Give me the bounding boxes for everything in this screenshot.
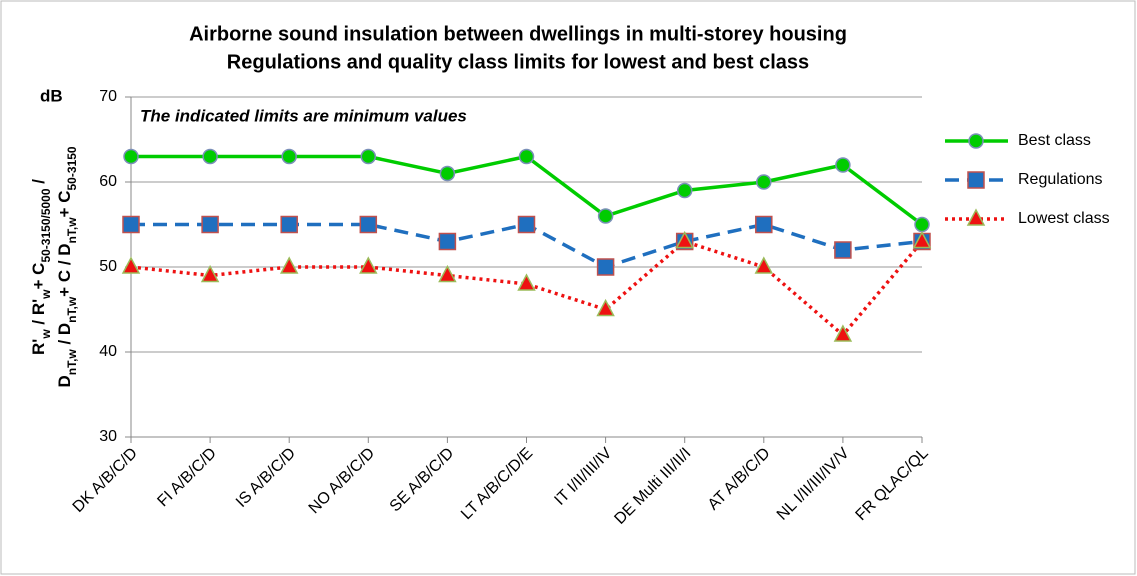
y-axis-label-sub: nT,w <box>65 296 79 323</box>
point <box>438 264 457 283</box>
y-tick-label: 40 <box>99 343 117 360</box>
y-axis-label-sub: 50-3150/5000 <box>39 188 53 262</box>
point <box>835 157 851 173</box>
point <box>968 133 984 149</box>
y-axis-label: R'w / R'w+ C50-3150/5000 / <box>29 179 53 355</box>
y-axis-label-sub: w <box>39 289 53 300</box>
y-axis-label: DnT,w / DnT,w+ C / DnT,w+ C50-3150 <box>55 146 79 387</box>
point <box>676 182 693 199</box>
point <box>359 256 378 274</box>
point <box>596 298 615 317</box>
point <box>755 215 773 234</box>
point <box>439 165 456 182</box>
point <box>675 230 694 249</box>
series-line <box>130 239 924 338</box>
point <box>967 171 985 189</box>
y-axis-label-sub: nT,w <box>65 349 79 376</box>
legend-label: Regulations <box>1018 171 1103 188</box>
point <box>200 264 220 283</box>
y-axis-label-part: / R' <box>29 299 48 330</box>
point <box>359 215 378 234</box>
annotation: The indicated limits are minimum values <box>140 106 467 125</box>
point <box>833 324 853 342</box>
point <box>597 208 614 224</box>
y-axis-label-part: + C <box>55 191 74 218</box>
point <box>201 215 219 234</box>
point <box>281 148 297 165</box>
y-axis-label-sub: nT,w <box>65 217 79 244</box>
point <box>596 258 615 276</box>
point <box>360 148 377 165</box>
y-axis-label-part: + C / D <box>55 243 74 296</box>
point <box>123 148 139 165</box>
point <box>122 215 140 234</box>
point <box>834 241 852 259</box>
y-tick-label: 60 <box>99 173 117 190</box>
point <box>279 256 299 274</box>
chart-title: Airborne sound insulation between dwelli… <box>189 23 847 45</box>
point <box>438 232 457 251</box>
y-axis-label-part: R' <box>29 339 48 355</box>
point <box>280 215 298 234</box>
y-unit: dB <box>40 86 63 105</box>
point <box>754 256 774 274</box>
y-tick-label: 30 <box>99 428 117 445</box>
point <box>912 230 932 249</box>
point <box>518 148 535 165</box>
legend-label: Best class <box>1018 132 1091 149</box>
y-axis-label-part: / D <box>55 323 74 349</box>
y-tick-label: 70 <box>99 88 117 105</box>
point <box>756 174 772 190</box>
point <box>517 273 536 291</box>
y-axis-label-sub: w <box>39 329 53 340</box>
legend-label: Lowest class <box>1018 210 1110 227</box>
y-axis-label-part: / <box>29 179 48 189</box>
y-axis-label-sub: 50-3150 <box>65 146 79 190</box>
point <box>202 148 218 165</box>
point <box>517 215 536 234</box>
y-tick-label: 50 <box>99 258 117 275</box>
y-axis-label-part: + C <box>29 263 48 290</box>
y-axis-label-part: D <box>55 375 74 387</box>
point <box>121 256 141 274</box>
point <box>914 216 930 233</box>
point <box>966 208 986 226</box>
chart-subtitle: Regulations and quality class limits for… <box>227 51 809 73</box>
